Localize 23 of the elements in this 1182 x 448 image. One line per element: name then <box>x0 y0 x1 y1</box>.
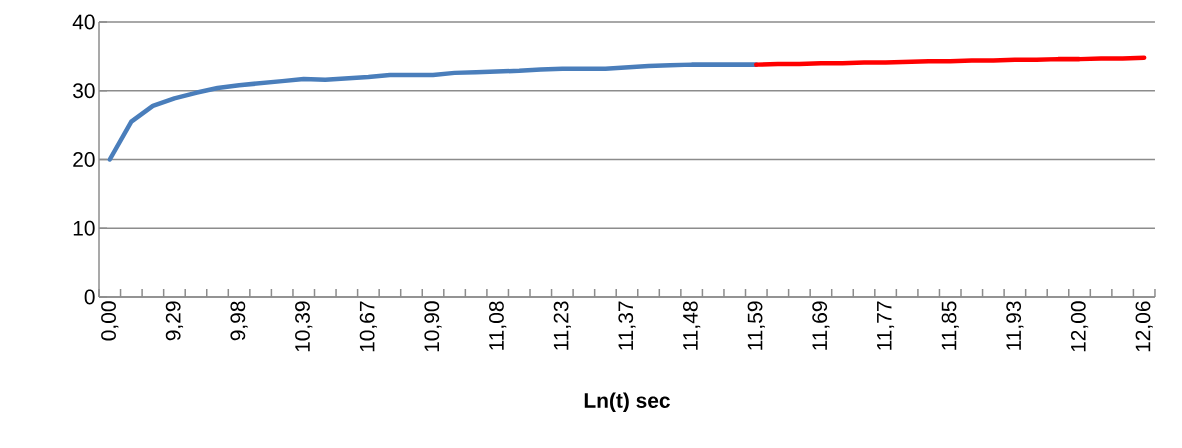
x-tick-label: 11,77 <box>877 301 895 350</box>
x-tick-label: 10,67 <box>359 301 378 352</box>
x-tick-label: 11,85 <box>941 301 959 350</box>
x-tick-label: 11,69 <box>812 301 830 350</box>
x-tick-label: 9,98 <box>230 301 248 341</box>
y-tick-label: 40 <box>72 14 95 30</box>
x-tick-label: 11,48 <box>682 301 701 350</box>
y-tick-label: 0 <box>84 289 95 305</box>
x-tick-label: 12,00 <box>1070 301 1089 352</box>
x-tick-label: 9,29 <box>165 301 184 341</box>
y-tick-label: 20 <box>73 152 95 167</box>
x-tick-label: 10,90 <box>424 301 442 352</box>
x-tick-label: 0,00 <box>101 301 119 341</box>
x-tick-label: 12,06 <box>1135 301 1153 352</box>
x-tick-label: 10,39 <box>295 301 313 352</box>
y-tick-label: 10 <box>73 220 95 236</box>
x-tick-label: 11,93 <box>1006 301 1024 350</box>
x-tick-label: 11,23 <box>553 301 571 350</box>
x-tick-label: 11,37 <box>618 301 636 350</box>
y-tick-label: 30 <box>73 83 95 99</box>
x-tick-label: 11,59 <box>747 301 765 350</box>
x-tick-label: 11,08 <box>489 301 507 350</box>
x-axis-title: Ln(t) sec <box>584 392 670 413</box>
